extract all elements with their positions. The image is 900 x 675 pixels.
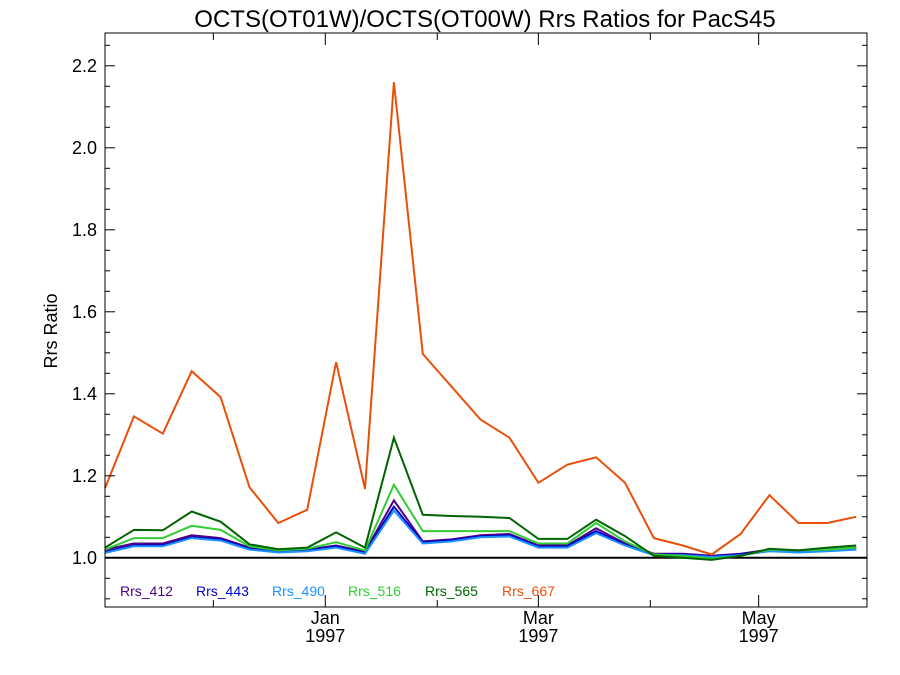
legend-entry-rrs-443: Rrs_443 — [196, 583, 249, 599]
series-line-rrs-667 — [104, 82, 857, 556]
legend-entry-rrs-490: Rrs_490 — [272, 583, 325, 599]
y-tick-label: 1.0 — [72, 548, 97, 568]
y-tick-label: 1.4 — [72, 384, 97, 404]
y-tick-label: 2.0 — [72, 138, 97, 158]
y-tick-label: 1.2 — [72, 466, 97, 486]
y-tick-label: 1.6 — [72, 302, 97, 322]
legend-entry-rrs-412: Rrs_412 — [120, 583, 173, 599]
y-tick-label: 1.8 — [72, 220, 97, 240]
legend-entry-rrs-565: Rrs_565 — [425, 583, 478, 599]
x-tick-label-year: 1997 — [739, 626, 779, 646]
y-tick-label: 2.2 — [72, 56, 97, 76]
legend-entry-rrs-516: Rrs_516 — [348, 583, 401, 599]
x-tick-label-year: 1997 — [518, 626, 558, 646]
x-tick-label-month: Jan — [311, 608, 340, 628]
chart-title: OCTS(OT01W)/OCTS(OT00W) Rrs Ratios for P… — [194, 6, 775, 33]
y-axis-label: Rrs Ratio — [41, 293, 61, 368]
x-tick-label-month: Mar — [523, 608, 554, 628]
series-line-rrs-412 — [104, 498, 857, 557]
series-line-rrs-565 — [104, 434, 857, 561]
x-tick-label-month: May — [742, 608, 776, 628]
legend-entry-rrs-667: Rrs_667 — [502, 583, 555, 599]
plot-frame — [104, 32, 868, 608]
x-tick-label-year: 1997 — [305, 626, 345, 646]
